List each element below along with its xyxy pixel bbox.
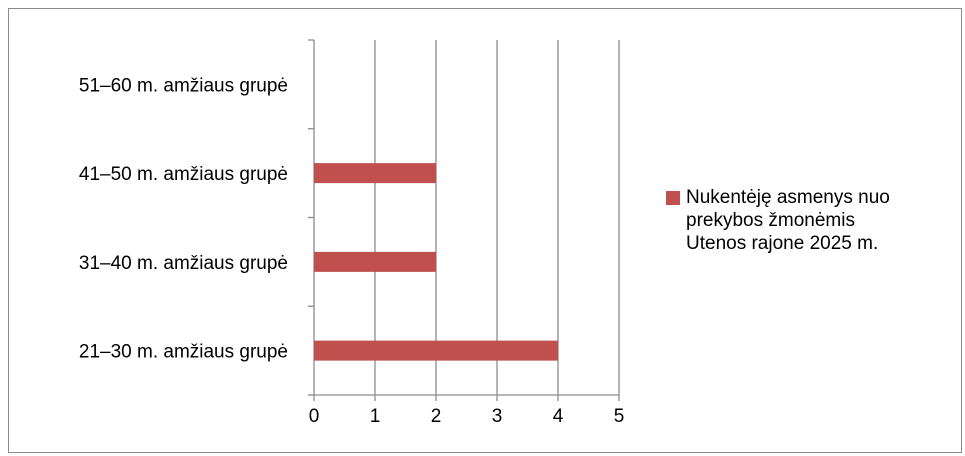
category-label: 41–50 m. amžiaus grupė — [79, 164, 288, 185]
x-tick-label: 1 — [370, 406, 381, 427]
x-tick-label: 0 — [309, 406, 320, 427]
x-tick-label: 4 — [553, 406, 564, 427]
category-label: 31–40 m. amžiaus grupė — [79, 253, 288, 274]
legend-line-1: Nukentėję asmenys nuo — [686, 187, 890, 208]
legend-swatch — [666, 191, 680, 205]
x-tick-label: 3 — [492, 406, 503, 427]
category-label: 51–60 m. amžiaus grupė — [79, 75, 288, 96]
category-labels: 21–30 m. amžiaus grupė 31–40 m. amžiaus g… — [79, 75, 288, 362]
bar — [314, 163, 436, 184]
bar — [314, 340, 558, 361]
legend-line-2: prekybos žmonėmis — [686, 210, 855, 231]
bars — [314, 163, 558, 361]
x-tick-labels: 0 1 2 3 4 5 — [309, 406, 625, 427]
legend-line-3: Utenos rajone 2025 m. — [686, 233, 879, 254]
gridlines — [374, 40, 620, 395]
bar — [314, 251, 436, 272]
chart-frame — [8, 8, 962, 453]
axes — [308, 39, 620, 401]
legend-label: Nukentėję asmenys nuo prekybos žmonėmis … — [686, 186, 965, 255]
x-tick-label: 2 — [431, 406, 442, 427]
x-tick-label: 5 — [614, 406, 625, 427]
category-label: 21–30 m. amžiaus grupė — [79, 342, 288, 363]
